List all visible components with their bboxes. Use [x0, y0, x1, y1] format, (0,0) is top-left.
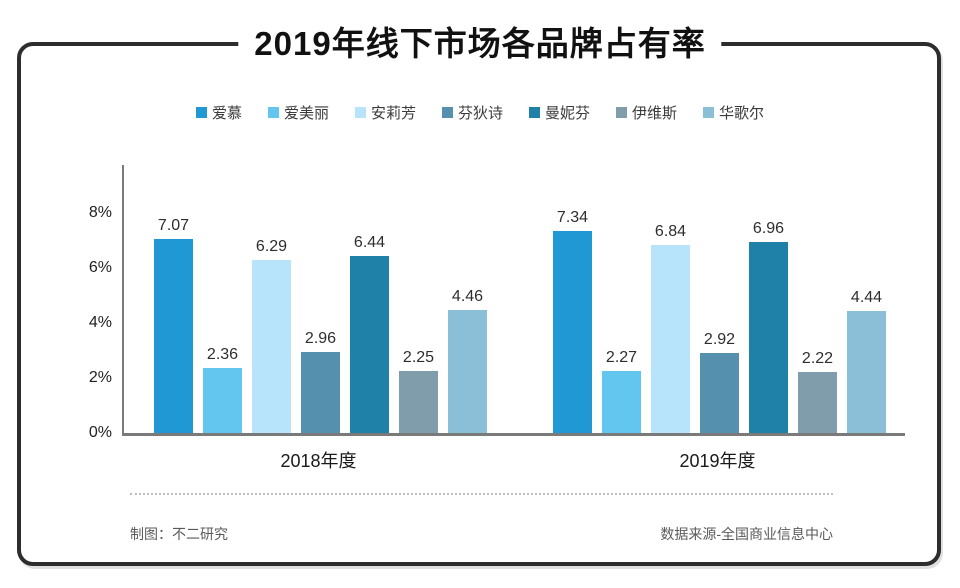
legend-swatch-icon: [616, 107, 628, 118]
bar-安莉芳-2019年度: 6.84: [651, 223, 690, 433]
legend-item-华歌尔: 华歌尔: [703, 102, 764, 123]
legend-item-曼妮芬: 曼妮芬: [529, 102, 590, 123]
bar-value-label: 6.84: [654, 222, 687, 240]
legend-label: 安莉芳: [370, 105, 416, 122]
bar-value-label: 6.29: [255, 238, 288, 256]
legend-swatch-icon: [529, 107, 540, 118]
bar-曼妮芬-2018年度: 6.44: [350, 234, 389, 433]
bar-value-label: 4.44: [850, 288, 883, 306]
bar-爱美丽-2018年度: 2.36: [203, 346, 242, 433]
y-tick-label: 4%: [88, 314, 112, 331]
bar-爱慕-2018年度: 7.07: [154, 217, 193, 433]
bar-华歌尔-2019年度: 4.44: [847, 289, 886, 433]
legend-label: 曼妮芬: [545, 105, 591, 122]
legend-swatch-icon: [441, 107, 453, 118]
bar-group-2018年度: 7.07 2.36 6.29 2.96 6.44 2.25 4.46: [154, 217, 487, 433]
bar-value-label: 7.07: [157, 216, 190, 234]
y-tick-label: 2%: [88, 369, 112, 386]
bar-爱慕-2019年度: 7.34: [553, 209, 592, 433]
bar-芬狄诗-2018年度: 2.96: [301, 330, 340, 433]
x-axis-labels: 2018年度 2019年度: [152, 447, 884, 473]
bar-value-label: 4.46: [451, 288, 484, 306]
bar-爱美丽-2019年度: 2.27: [602, 349, 641, 433]
bar-芬狄诗-2019年度: 2.92: [700, 331, 739, 433]
bar-value-label: 2.22: [801, 349, 834, 367]
legend-swatch-icon: [267, 107, 279, 118]
bar-伊维斯-2019年度: 2.22: [798, 350, 837, 433]
bar-value-label: 2.36: [206, 346, 239, 364]
legend-swatch-icon: [195, 107, 207, 118]
footer-divider: [130, 493, 833, 495]
bar-value-label: 2.92: [703, 330, 736, 348]
y-tick-label: 6%: [88, 259, 112, 276]
bar-曼妮芬-2019年度: 6.96: [749, 220, 788, 433]
bar-value-label: 2.25: [402, 349, 435, 367]
x-axis-label-2019年度: 2019年度: [679, 451, 756, 471]
bar-groups: 7.07 2.36 6.29 2.96 6.44 2.25 4.46 7.34 2.27 6.84…: [124, 165, 905, 433]
legend-swatch-icon: [703, 107, 715, 118]
legend-item-爱美丽: 爱美丽: [267, 102, 329, 123]
bar-value-label: 6.96: [752, 219, 785, 237]
x-axis-label-2018年度: 2018年度: [280, 451, 357, 471]
bar-value-label: 6.44: [353, 233, 386, 251]
bar-group-2019年度: 7.34 2.27 6.84 2.92 6.96 2.22 4.44: [553, 209, 886, 433]
legend-label: 芬狄诗: [457, 105, 503, 122]
footer: 制图：不二研究 数据来源-全国商业信息中心: [130, 524, 833, 544]
legend-label: 华歌尔: [719, 105, 765, 122]
credit-author: 制图：不二研究: [130, 526, 228, 542]
legend-label: 爱美丽: [283, 105, 329, 122]
bar-value-label: 7.34: [556, 209, 589, 227]
legend: 爱慕 爱美丽 安莉芳 芬狄诗 曼妮芬 伊维斯 华歌尔: [0, 102, 960, 123]
bar-伊维斯-2018年度: 2.25: [399, 349, 438, 433]
legend-label: 伊维斯: [632, 105, 678, 122]
y-axis: 0% 2% 4% 6% 8%: [0, 165, 112, 441]
y-tick-label: 0%: [88, 424, 112, 441]
bar-value-label: 2.96: [304, 329, 337, 347]
legend-item-芬狄诗: 芬狄诗: [441, 102, 503, 123]
legend-swatch-icon: [354, 107, 366, 118]
bar-华歌尔-2018年度: 4.46: [448, 288, 487, 433]
chart-title: 2019年线下市场各品牌占有率: [238, 17, 722, 66]
legend-item-爱慕: 爱慕: [195, 102, 242, 123]
y-tick-label: 8%: [88, 204, 112, 221]
legend-item-伊维斯: 伊维斯: [616, 102, 677, 123]
credit-source: 数据来源-全国商业信息中心: [660, 526, 833, 542]
bar-安莉芳-2018年度: 6.29: [252, 238, 291, 433]
legend-item-安莉芳: 安莉芳: [354, 102, 416, 123]
plot-area: 7.07 2.36 6.29 2.96 6.44 2.25 4.46 7.34 2.27 6.84…: [122, 165, 905, 436]
legend-label: 爱慕: [211, 105, 242, 122]
bar-value-label: 2.27: [605, 348, 638, 366]
